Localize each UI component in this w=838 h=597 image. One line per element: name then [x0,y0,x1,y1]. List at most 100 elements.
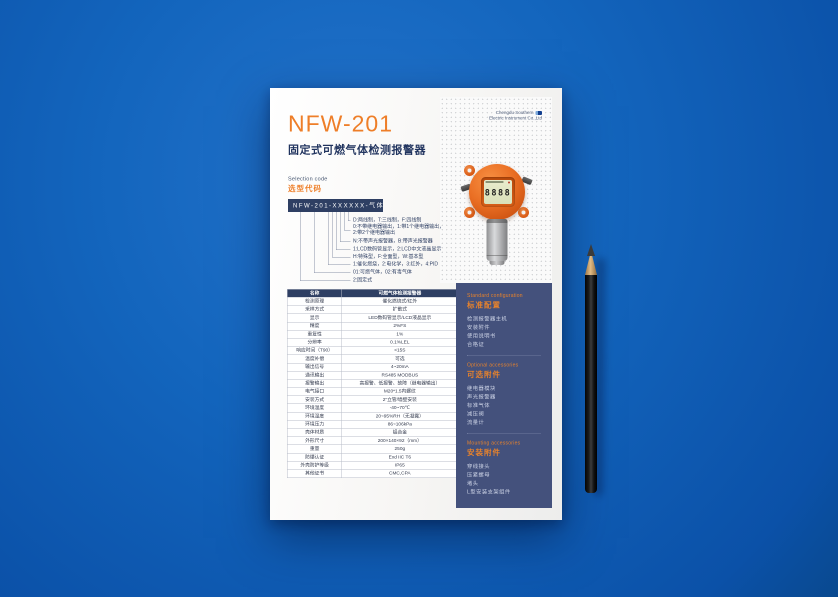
brand-name-line2: Electric Instrument Co.,Ltd [488,115,542,121]
pencil-body [585,275,597,493]
spec-name-cell: 通讯输出 [286,370,343,380]
code-option-row: 2:固定式 [353,277,373,284]
accessory-item: 合格证 [467,341,485,348]
accessory-list: 穿线接头 压紧螺母 堵头 L型安装支架组件 [467,463,541,497]
spec-value-cell: 高报警、低报警、故障（继电器输出） [341,379,458,388]
gas-detector-image: 8888 [460,163,533,283]
table-row: 温度补偿 可选 [286,354,458,364]
table-row: 输出信号 4~20mA [286,362,458,372]
spec-value-cell: 4~20mA [341,362,458,372]
code-option-row: 01:可燃气体，02:有毒气体 [353,269,412,276]
code-option-row: D:两线制，T:三线制，F:四线制 [353,217,422,224]
spec-value-cell: LED数码管显示/LCD液晶显示 [341,313,458,323]
spec-name-cell: 输出信号 [286,362,343,372]
page-subtitle: 固定式可燃气体检测报警器 [288,143,427,157]
spec-value-cell: 250g [341,444,458,454]
table-row: 精度 2%FS [286,321,458,331]
spec-value-cell: 2%FS [341,321,458,331]
spec-name-cell: 分辨率 [286,338,343,347]
accessory-list: 检测报警器主机 安装附件 使用说明书 合格证 [467,315,541,349]
spec-value-cell: 催化燃烧式/红外 [341,297,458,306]
spec-name-cell: 环境湿度 [286,411,343,421]
spec-name-cell: 外形尺寸 [286,436,343,446]
table-row: 采样方式 扩散式 [286,305,458,315]
section-title-cn: 安装附件 [467,448,502,458]
dotted-divider [467,433,541,434]
detector-body: 8888 [469,164,525,220]
spec-value-cell: 200×140×92（mm） [341,436,458,446]
spec-name-cell: 温度补偿 [286,354,343,364]
accessory-item: 穿线接头 [467,463,490,470]
spec-value-cell: RS485 MODBUS [341,370,458,380]
display-screen: 8888 [484,180,512,204]
table-row: 壳体材质 铝合金 [286,428,458,438]
spec-name-cell: 显示 [286,313,343,323]
table-row: 环境压力 86~106kPa [286,420,458,429]
sensor-tip [489,261,505,265]
accessory-item: 使用说明书 [467,333,496,339]
spec-name-cell: 重复性 [286,329,343,339]
accessory-item: 减压阀 [467,411,485,417]
code-option-row: 0:不带继电器输出，1:带1个继电器输出， 2:带2个继电器输出 [353,224,445,236]
spec-value-cell: 可选 [341,354,458,364]
spec-value-cell: 1% [341,329,458,339]
spec-name-cell: 安装方式 [286,395,343,405]
accessories-panel: Standard configuration 标准配置 检测报警器主机 安装附件… [456,283,552,508]
table-row: 重量 250g [286,444,458,454]
section-title-en: Mounting accessories [467,440,521,447]
code-option-row: N:不带声光报警器，B:带声光报警器 [353,238,433,245]
screen-label-strip [485,181,504,183]
table-row: 防爆认证 Exd IIC T6 [286,452,458,462]
table-row: 通讯输出 RS485 MODBUS [286,370,458,380]
spec-name-cell: 响应时间（T90） [286,346,343,356]
spec-name-cell: 其他证书 [286,469,343,479]
table-row: 重复性 1% [286,329,458,339]
spec-value-cell: 2″立管/墙壁安装 [341,395,458,405]
table-row: 环境温度 -40~70℃ [286,403,458,413]
table-row: 电气接口 M20*1.5内螺纹 [286,387,458,397]
accessory-item: 检测报警器主机 [467,316,508,322]
spec-name-cell: 采样方式 [286,305,343,315]
datasheet-page: Chengdu Southern Electric Instrument Co.… [270,88,562,520]
selection-code-label-en: Selection code [288,176,328,182]
spec-table: 名称 可燃气体检测报警器 检测原理 催化燃烧式/红外 采样方式 扩散式 显示 LED数… [286,288,458,479]
page-title-model: NFW-201 [288,110,393,137]
lcd-digits: 8888 [484,188,512,198]
spec-name-cell: 环境压力 [286,420,343,429]
brand-logo: Chengdu Southern Electric Instrument Co.… [489,110,542,121]
spec-name-cell: 报警输出 [286,379,343,388]
accessory-item: 声光报警器 [467,394,496,400]
model-code-bar: NFW-201-XXXXXX-气体 [288,199,383,212]
table-header-name: 名称 [286,288,343,298]
section-title-en: Optional accessories [467,362,519,369]
code-connector-6 [328,212,351,265]
section-optional-accessories: Optional accessories 可选附件 继电器模块 声光报警器 标准… [467,363,541,428]
brand-name: Chengdu Southern [495,110,534,115]
table-row: 报警输出 高报警、低报警、故障（继电器输出） [286,379,458,388]
spec-value-cell: 0.1%LEL [341,338,458,347]
code-connector-8 [300,212,351,281]
table-row: 外形尺寸 200×140×92（mm） [286,436,458,446]
section-standard-configuration: Standard configuration 标准配置 检测报警器主机 安装附件… [467,293,541,349]
spec-name-cell: 防爆认证 [286,452,343,462]
accessory-item: 标准气体 [467,402,490,409]
section-title-en: Standard configuration [467,293,523,299]
code-option-row: H:特殊型，F:全面型，W:基本型 [353,254,424,260]
table-row: 其他证书 CMC,CPA [286,469,458,479]
code-option-row: 1:LCD数码管显示，2:LCD中文液晶显示 [353,246,442,253]
spec-value-cell: M20*1.5内螺纹 [341,387,458,397]
table-row: 显示 LED数码管显示/LCD液晶显示 [286,313,458,323]
table-row: 检测原理 催化燃烧式/红外 [286,297,458,306]
display-bezel: 8888 [481,177,515,207]
table-header-value: 可燃气体检测报警器 [341,288,458,298]
table-row: 响应时间（T90） <15S [286,346,458,356]
spec-value-cell: 86~106kPa [341,420,458,429]
spec-name-cell: 电气接口 [286,387,343,397]
table-header-row: 名称 可燃气体检测报警器 [286,288,458,298]
table-row: 分辨率 0.1%LEL [286,338,458,347]
spec-name-cell: 环境温度 [286,403,343,413]
spec-value-cell: Exd IIC T6 [341,452,458,462]
accessory-item: 继电器模块 [467,385,496,392]
accessory-item: 压紧螺母 [467,472,490,478]
table-row: 安装方式 2″立管/墙壁安装 [286,395,458,405]
